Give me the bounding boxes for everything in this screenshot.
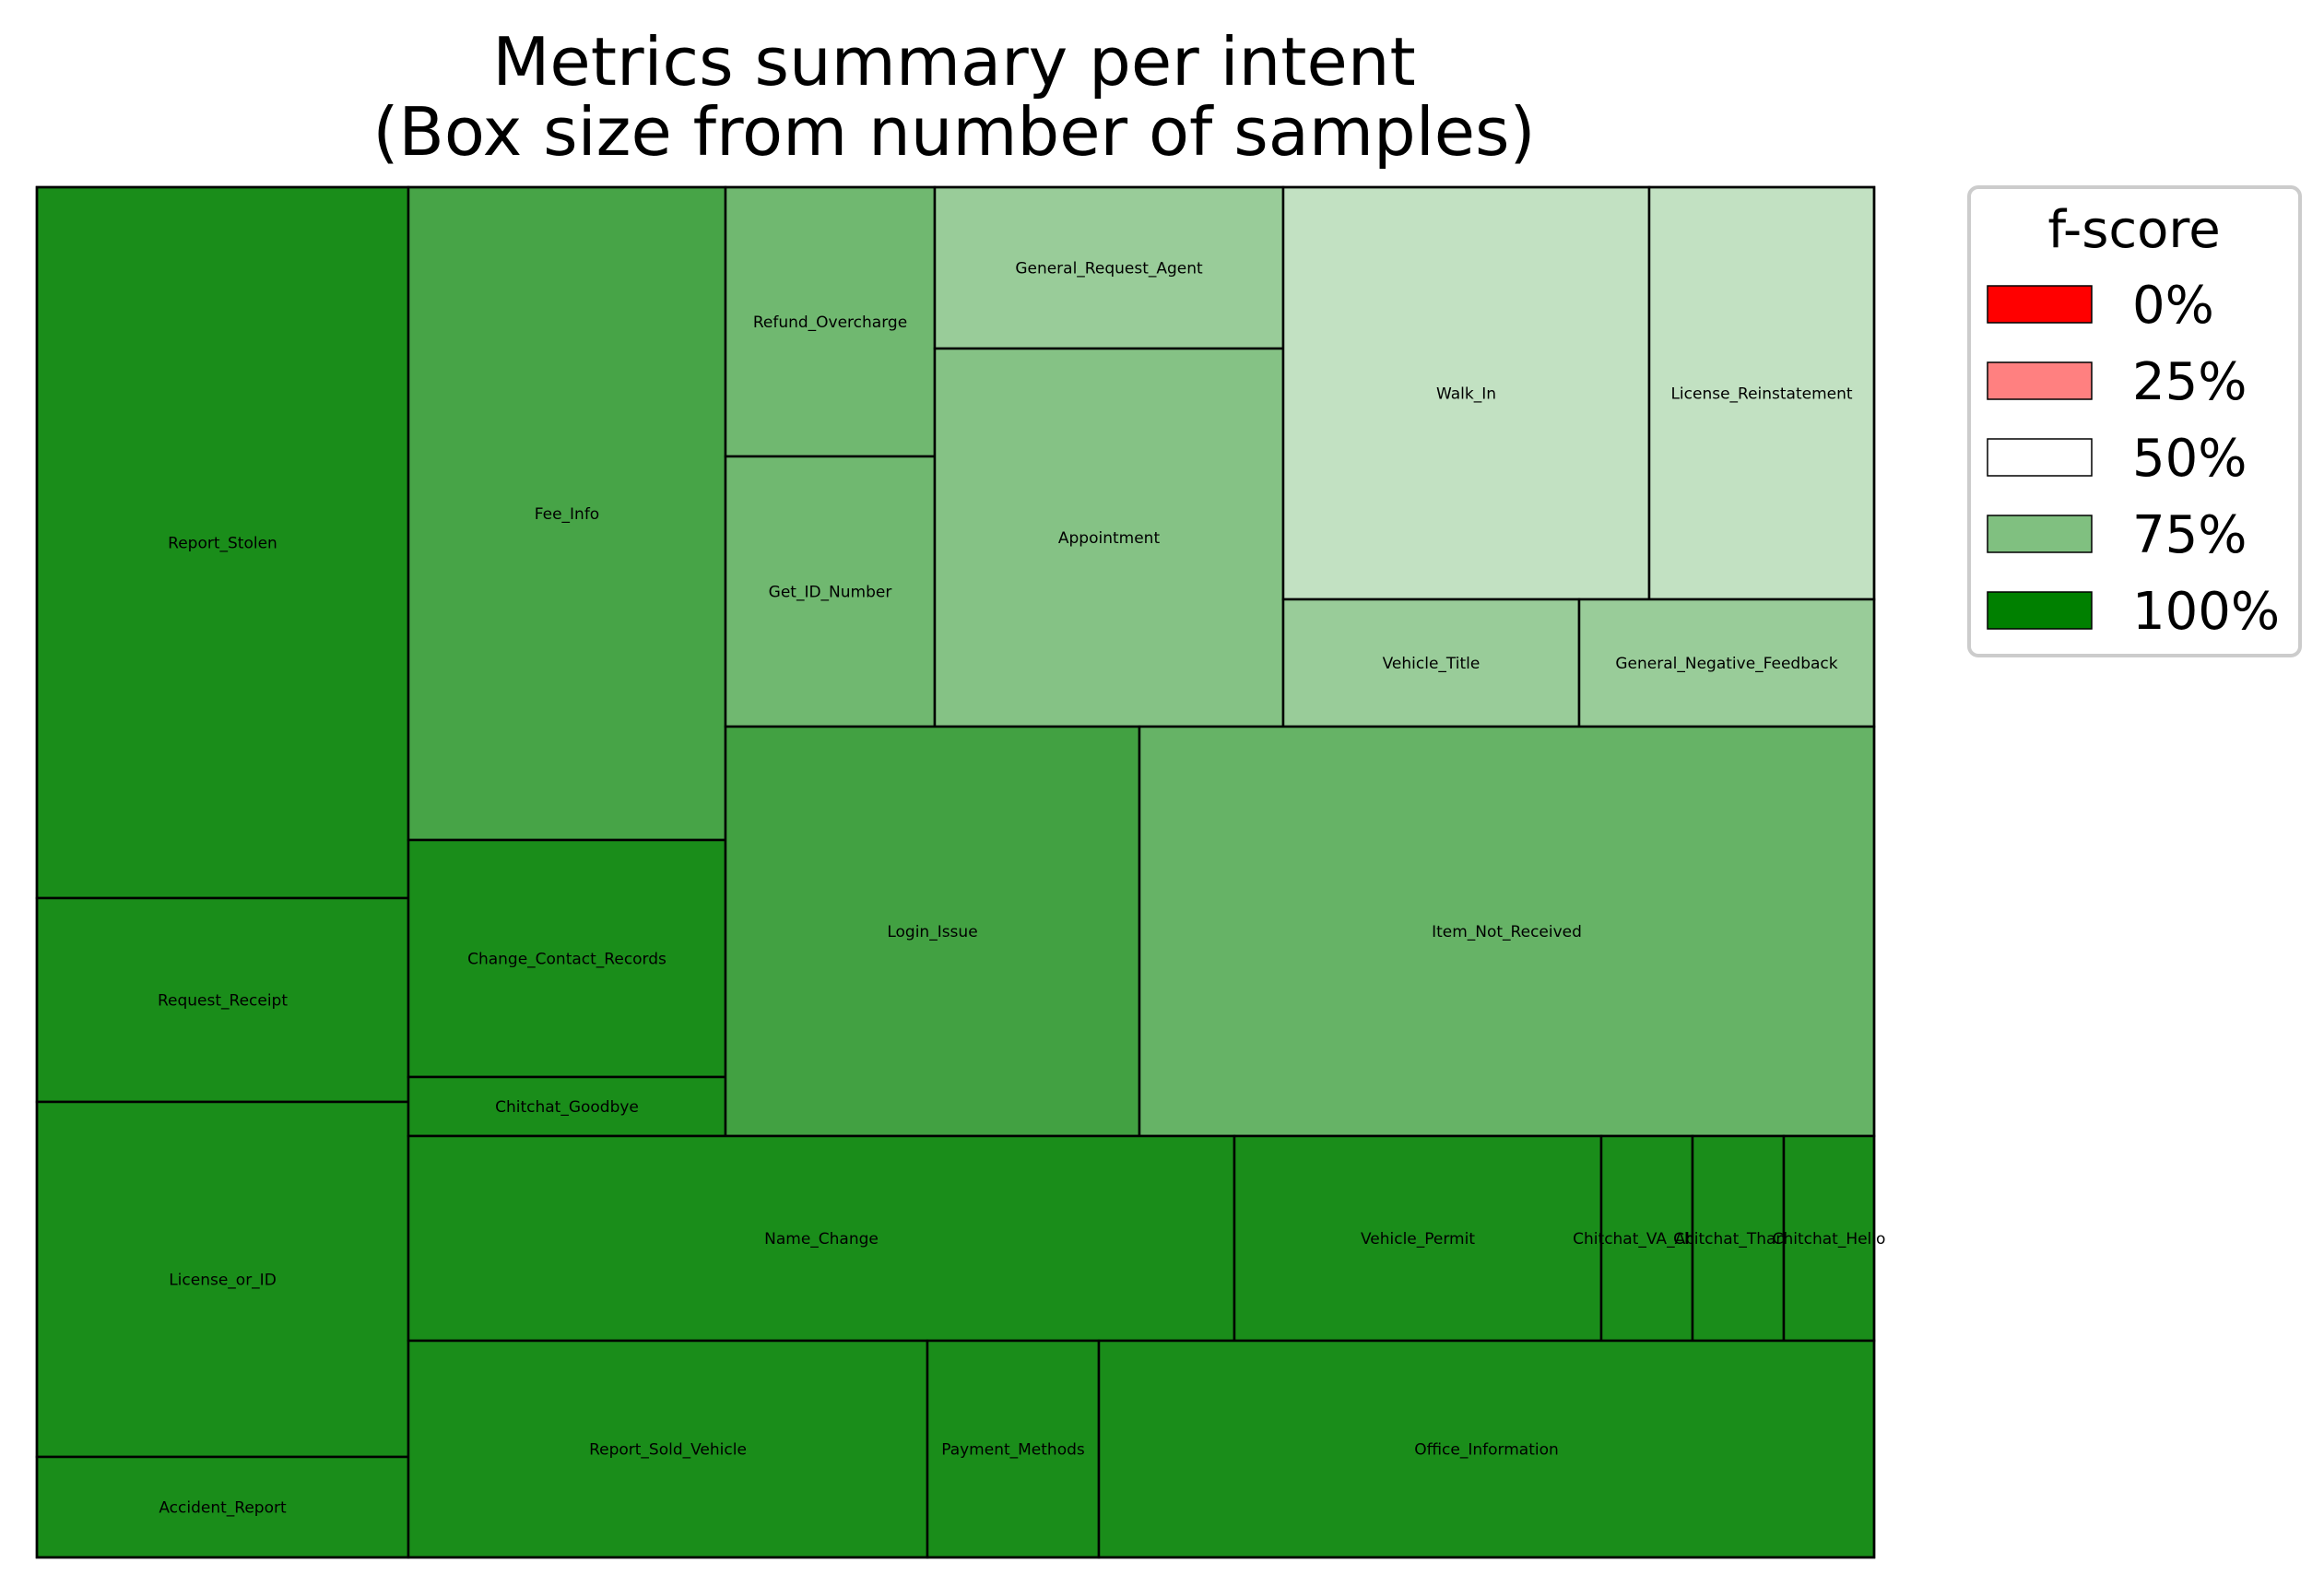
treemap-label-refund-overcharge: Refund_Overcharge	[753, 314, 907, 332]
treemap-label-chitchat-va-about: Chitchat_VA_About	[1573, 1230, 1721, 1249]
treemap-cell-refund-overcharge	[724, 185, 937, 458]
treemap-label-vehicle-title: Vehicle_Title	[1383, 655, 1481, 673]
legend-title: f-score	[2047, 200, 2220, 260]
treemap-cell-change-contact-records	[407, 838, 727, 1079]
treemap-label-appointment: Appointment	[1058, 529, 1161, 548]
treemap-label-chitchat-hello: Chitchat_Hello	[1773, 1230, 1886, 1249]
treemap-label-general-negative-feedback: General_Negative_Feedback	[1615, 655, 1837, 673]
treemap-label-fee-info: Fee_Info	[535, 505, 599, 524]
chart-title-line-2: (Box size from number of samples)	[372, 93, 1535, 171]
legend-label-4: 100%	[2132, 582, 2280, 642]
treemap-label-chitchat-thanks: Chitchat_Thanks	[1673, 1230, 1803, 1249]
legend-swatch-4	[1987, 591, 2093, 630]
treemap-cell-office-information	[1097, 1339, 1876, 1559]
treemap-label-walk-in: Walk_In	[1436, 385, 1496, 404]
treemap-label-report-stolen: Report_Stolen	[168, 535, 277, 553]
legend-label-1: 25%	[2132, 352, 2247, 412]
chart-title-line-1: Metrics summary per intent	[492, 23, 1415, 101]
treemap-label-general-request-agent: General_Request_Agent	[1015, 260, 1203, 278]
treemap-cell-license-reinstatement	[1647, 185, 1876, 601]
treemap-cell-chitchat-va-about	[1599, 1134, 1694, 1343]
treemap-cell-name-change	[407, 1134, 1236, 1343]
legend-swatch-0	[1987, 285, 2093, 324]
treemap-label-payment-methods: Payment_Methods	[941, 1441, 1085, 1460]
treemap-cell-license-or-id	[35, 1100, 410, 1459]
treemap-label-chitchat-goodbye: Chitchat_Goodbye	[495, 1098, 639, 1117]
treemap-cell-payment-methods	[926, 1339, 1101, 1559]
plot-frame	[35, 185, 1876, 1559]
legend-label-3: 75%	[2132, 505, 2247, 565]
treemap-cell-accident-report	[35, 1455, 410, 1559]
treemap-label-vehicle-permit: Vehicle_Permit	[1361, 1230, 1475, 1249]
treemap-cell-chitchat-hello	[1782, 1134, 1876, 1343]
legend-swatch-1	[1987, 361, 2093, 400]
legend-swatch-2	[1987, 438, 2093, 477]
treemap-cell-fee-info	[407, 185, 727, 842]
treemap-label-office-information: Office_Information	[1414, 1441, 1559, 1460]
treemap-label-login-issue: Login_Issue	[887, 923, 977, 941]
treemap-label-request-receipt: Request_Receipt	[158, 992, 288, 1011]
legend-swatch-3	[1987, 515, 2093, 553]
treemap-cell-login-issue	[724, 725, 1141, 1138]
treemap-label-item-not-received: Item_Not_Received	[1432, 923, 1582, 941]
treemap-cell-general-request-agent	[933, 185, 1285, 350]
treemap-cell-report-stolen	[35, 185, 410, 900]
treemap-cell-request-receipt	[35, 896, 410, 1104]
legend: f-score 0% 25% 50% 75% 100%	[1967, 185, 2302, 657]
treemap-label-license-or-id: License_or_ID	[169, 1272, 277, 1290]
treemap-cell-item-not-received	[1138, 725, 1876, 1138]
treemap-label-get-id-number: Get_ID_Number	[769, 584, 892, 602]
legend-label-0: 0%	[2132, 276, 2214, 336]
treemap-label-change-contact-records: Change_Contact_Records	[467, 951, 667, 969]
treemap-label-license-reinstatement: License_Reinstatement	[1670, 385, 1852, 404]
treemap-cells: Report_Stolen Request_Receipt License_or_I…	[35, 185, 1886, 1559]
treemap-cell-walk-in	[1281, 185, 1651, 601]
treemap-label-report-sold-vehicle: Report_Sold_Vehicle	[589, 1441, 747, 1460]
treemap-cell-vehicle-permit	[1233, 1134, 1603, 1343]
treemap-label-accident-report: Accident_Report	[159, 1499, 287, 1518]
legend-label-2: 50%	[2132, 429, 2247, 489]
treemap-cell-vehicle-title	[1281, 598, 1581, 728]
treemap-label-name-change: Name_Change	[764, 1230, 879, 1249]
